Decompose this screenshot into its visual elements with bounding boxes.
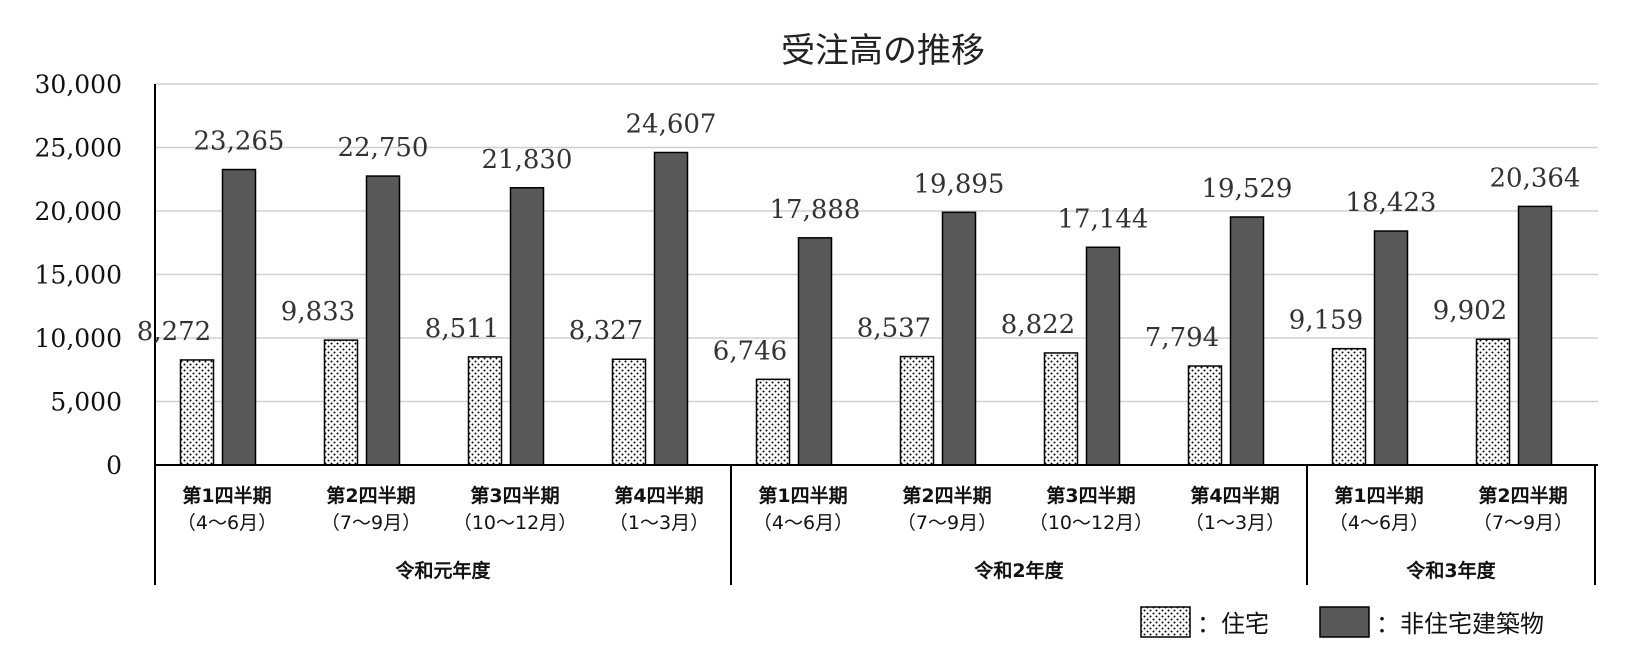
- value-labels: 8,272 23,265 9,833 22,750 8,511 21,830 8,327 24…: [137, 109, 1581, 366]
- bar-housing: [1043, 352, 1079, 466]
- y-tick-label: 30,000: [35, 70, 122, 99]
- bar-non-housing: [941, 211, 977, 466]
- x-tick-label: 第3四半期: [470, 484, 559, 507]
- bar-non-housing: [1085, 246, 1121, 466]
- bar-housing: [179, 359, 215, 466]
- bar-housing: [467, 356, 503, 466]
- data-label: 6,746: [713, 336, 787, 366]
- y-tick-label: 5,000: [50, 388, 122, 417]
- y-tick-label: 15,000: [35, 261, 122, 290]
- data-label: 19,895: [914, 169, 1005, 199]
- bar-non-housing: [509, 187, 545, 466]
- y-tick-label: 25,000: [35, 134, 122, 163]
- x-tick-sublabel: （1〜3月）: [609, 512, 709, 534]
- data-label: 19,529: [1202, 174, 1293, 204]
- bar-non-housing: [365, 175, 401, 466]
- data-label: 23,265: [194, 127, 285, 157]
- chart-title: 受注高の推移: [781, 31, 985, 71]
- y-tick-label: 20,000: [35, 197, 122, 226]
- bar-non-housing: [221, 168, 257, 466]
- x-tick-label: 第3四半期: [1046, 484, 1135, 507]
- x-tick-sublabel: （4〜6月）: [1329, 512, 1429, 534]
- bar-non-housing: [1229, 216, 1265, 466]
- x-tick-label: 第2四半期: [1478, 484, 1567, 507]
- legend-label-housing: ：住宅: [1197, 610, 1269, 638]
- x-tick-label: 第1四半期: [758, 484, 847, 507]
- x-tick-sublabel: （10〜12月）: [1029, 512, 1153, 534]
- data-label: 8,327: [569, 316, 643, 346]
- y-axis: 30,000 25,000 20,000 15,000 10,000 5,000 0: [35, 70, 156, 480]
- x-tick-sublabel: （1〜3月）: [1185, 512, 1285, 534]
- bar-housing: [323, 339, 359, 466]
- bar-non-housing: [797, 237, 833, 466]
- x-tick-label: 第4四半期: [614, 484, 703, 507]
- data-label: 8,272: [137, 317, 211, 347]
- y-tick-label: 0: [106, 451, 122, 480]
- data-label: 7,794: [1145, 323, 1219, 353]
- data-label: 22,750: [338, 133, 429, 163]
- data-label: 18,423: [1346, 188, 1437, 218]
- data-label: 8,822: [1001, 310, 1075, 340]
- data-label: 8,511: [425, 314, 499, 344]
- data-label: 20,364: [1490, 163, 1581, 193]
- bar-non-housing: [1517, 205, 1553, 466]
- bar-non-housing: [1373, 230, 1409, 466]
- y-tick-label: 10,000: [35, 324, 122, 353]
- legend: ：住宅 ：非住宅建築物: [1140, 606, 1544, 638]
- legend-swatch-housing: [1140, 606, 1191, 638]
- data-label: 9,833: [281, 297, 355, 327]
- x-tick-label: 第1四半期: [1334, 484, 1423, 507]
- group-label: 令和2年度: [974, 559, 1064, 582]
- x-tick-sublabel: （7〜9月）: [897, 512, 997, 534]
- x-tick-label: 第4四半期: [1190, 484, 1279, 507]
- x-tick-sublabel: （7〜9月）: [321, 512, 421, 534]
- data-label: 21,830: [482, 145, 573, 175]
- group-label: 令和元年度: [395, 559, 491, 582]
- x-tick-label: 第1四半期: [182, 484, 271, 507]
- bar-housing: [755, 378, 791, 466]
- data-label: 24,607: [626, 109, 717, 139]
- data-label: 9,159: [1289, 306, 1363, 336]
- group-label: 令和3年度: [1406, 559, 1496, 582]
- x-axis: 第1四半期 （4〜6月） 第2四半期 （7〜9月） 第3四半期 （10〜12月） 第4四半期…: [154, 464, 1598, 585]
- x-tick-sublabel: （10〜12月）: [453, 512, 577, 534]
- bar-housing: [899, 355, 935, 466]
- x-tick-sublabel: （4〜6月）: [753, 512, 853, 534]
- bar-housing: [1331, 347, 1367, 466]
- x-tick-label: 第2四半期: [902, 484, 991, 507]
- bar-housing: [1475, 338, 1511, 466]
- legend-swatch-non-housing: [1319, 606, 1370, 638]
- x-tick-sublabel: （4〜6月）: [177, 512, 277, 534]
- bar-housing: [611, 358, 647, 466]
- data-label: 9,902: [1433, 296, 1507, 326]
- bars: [179, 151, 1553, 466]
- data-label: 17,888: [770, 195, 861, 225]
- legend-label-non-housing: ：非住宅建築物: [1376, 610, 1544, 638]
- x-tick-sublabel: （7〜9月）: [1473, 512, 1573, 534]
- bar-housing: [1187, 365, 1223, 466]
- bar-non-housing: [653, 151, 689, 466]
- data-label: 17,144: [1058, 204, 1149, 234]
- data-label: 8,537: [857, 314, 931, 344]
- x-tick-label: 第2四半期: [326, 484, 415, 507]
